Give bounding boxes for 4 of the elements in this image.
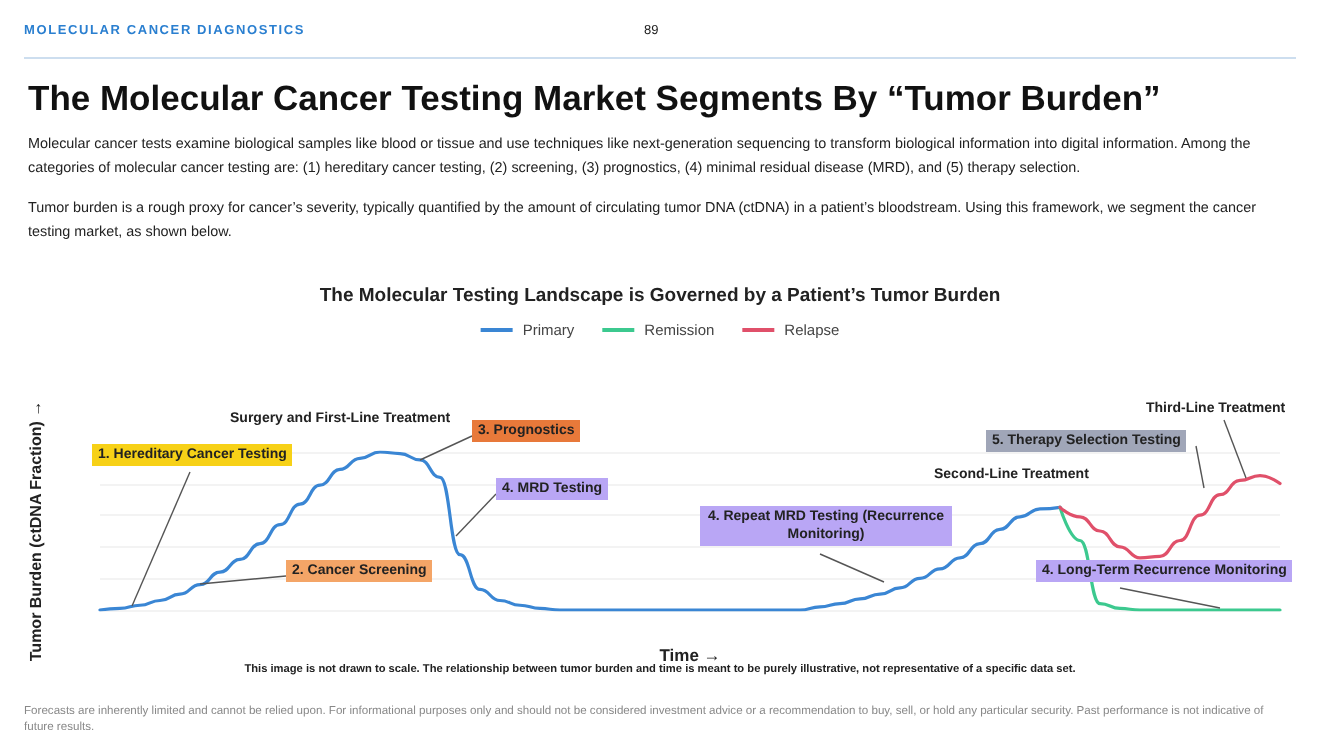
chart-title: The Molecular Cancer Testing Market Segments By “Tumor Burden” [28, 76, 1161, 122]
x-axis-title: Time → [659, 645, 721, 665]
chart-subtitle: The Molecular Testing Landscape is Governed by a Patient’s Tumor Burden [319, 285, 1001, 307]
y-axis-title: Tumor Burden (ctDNA Fraction) → [27, 400, 45, 662]
